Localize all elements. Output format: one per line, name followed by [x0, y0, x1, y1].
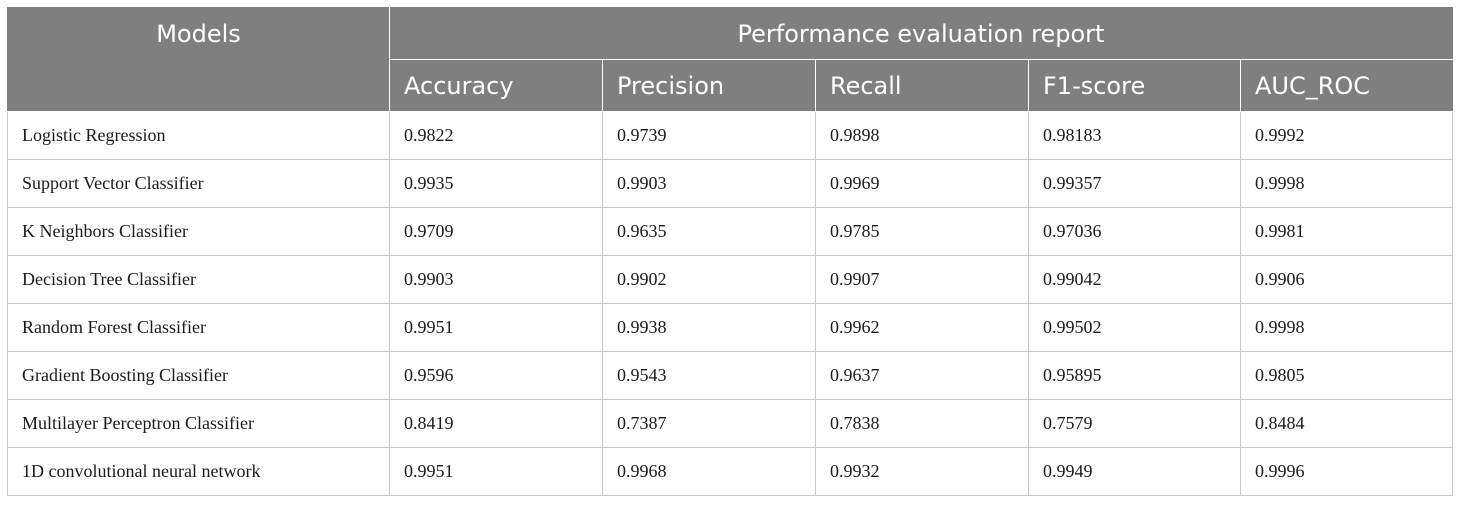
table-row: Decision Tree Classifier 0.9903 0.9902 0.99…: [7, 255, 1453, 304]
f1-score-cell: 0.95895: [1028, 351, 1241, 400]
recall-cell: 0.9969: [815, 159, 1029, 208]
auc-roc-cell: 0.9992: [1240, 111, 1453, 160]
header-row-metrics: Accuracy Precision Recall F1-score AUC_R…: [8, 59, 1453, 112]
accuracy-cell: 0.9951: [389, 447, 603, 496]
precision-cell: 0.9902: [602, 255, 816, 304]
table-row: Multilayer Perceptron Classifier 0.8419 0.…: [7, 399, 1453, 448]
table-row: 1D convolutional neural network 0.9951 0.9…: [7, 447, 1453, 496]
table-row: K Neighbors Classifier 0.9709 0.9635 0.9785…: [7, 207, 1453, 256]
precision-cell: 0.9739: [602, 111, 816, 160]
header-recall: Recall: [815, 59, 1029, 112]
table-container: Models Performance evaluation report Acc…: [7, 7, 1453, 496]
recall-cell: 0.9907: [815, 255, 1029, 304]
precision-cell: 0.9968: [602, 447, 816, 496]
auc-roc-cell: 0.9981: [1240, 207, 1453, 256]
accuracy-cell: 0.9903: [389, 255, 603, 304]
table-row: Support Vector Classifier 0.9935 0.9903 0.9…: [7, 159, 1453, 208]
performance-table: Models Performance evaluation report Acc…: [7, 7, 1453, 496]
accuracy-cell: 0.9935: [389, 159, 603, 208]
model-name-cell: Random Forest Classifier: [7, 303, 390, 352]
header-row-group: Models Performance evaluation report: [7, 7, 1453, 112]
header-auc-roc: AUC_ROC: [1240, 59, 1453, 112]
recall-cell: 0.9637: [815, 351, 1029, 400]
auc-roc-cell: 0.9998: [1240, 303, 1453, 352]
recall-cell: 0.9962: [815, 303, 1029, 352]
accuracy-cell: 0.9951: [389, 303, 603, 352]
model-name-cell: Decision Tree Classifier: [7, 255, 390, 304]
precision-cell: 0.9543: [602, 351, 816, 400]
model-name-cell: Gradient Boosting Classifier: [7, 351, 390, 400]
model-name-cell: K Neighbors Classifier: [7, 207, 390, 256]
header-models: Models: [7, 7, 390, 112]
f1-score-cell: 0.99357: [1028, 159, 1241, 208]
accuracy-cell: 0.8419: [389, 399, 603, 448]
recall-cell: 0.7838: [815, 399, 1029, 448]
model-name-cell: Logistic Regression: [7, 111, 390, 160]
f1-score-cell: 0.97036: [1028, 207, 1241, 256]
table-row: Gradient Boosting Classifier 0.9596 0.9543…: [7, 351, 1453, 400]
precision-cell: 0.7387: [602, 399, 816, 448]
accuracy-cell: 0.9709: [389, 207, 603, 256]
f1-score-cell: 0.99042: [1028, 255, 1241, 304]
accuracy-cell: 0.9822: [389, 111, 603, 160]
auc-roc-cell: 0.9998: [1240, 159, 1453, 208]
recall-cell: 0.9932: [815, 447, 1029, 496]
f1-score-cell: 0.7579: [1028, 399, 1241, 448]
accuracy-cell: 0.9596: [389, 351, 603, 400]
precision-cell: 0.9903: [602, 159, 816, 208]
precision-cell: 0.9635: [602, 207, 816, 256]
model-name-cell: Support Vector Classifier: [7, 159, 390, 208]
recall-cell: 0.9785: [815, 207, 1029, 256]
model-name-cell: Multilayer Perceptron Classifier: [7, 399, 390, 448]
auc-roc-cell: 0.8484: [1240, 399, 1453, 448]
f1-score-cell: 0.99502: [1028, 303, 1241, 352]
header-accuracy: Accuracy: [389, 59, 603, 112]
auc-roc-cell: 0.9906: [1240, 255, 1453, 304]
f1-score-cell: 0.98183: [1028, 111, 1241, 160]
model-name-cell: 1D convolutional neural network: [7, 447, 390, 496]
recall-cell: 0.9898: [815, 111, 1029, 160]
table-row: Logistic Regression 0.9822 0.9739 0.9898 0.9…: [7, 111, 1453, 160]
table-body: Logistic Regression 0.9822 0.9739 0.9898 0.9…: [7, 111, 1453, 496]
auc-roc-cell: 0.9996: [1240, 447, 1453, 496]
table-row: Random Forest Classifier 0.9951 0.9938 0.99…: [7, 303, 1453, 352]
header-precision: Precision: [602, 59, 816, 112]
header-performance-group: Performance evaluation report: [389, 7, 1453, 60]
table-header: Models Performance evaluation report Acc…: [7, 7, 1453, 112]
precision-cell: 0.9938: [602, 303, 816, 352]
auc-roc-cell: 0.9805: [1240, 351, 1453, 400]
f1-score-cell: 0.9949: [1028, 447, 1241, 496]
header-f1-score: F1-score: [1028, 59, 1241, 112]
